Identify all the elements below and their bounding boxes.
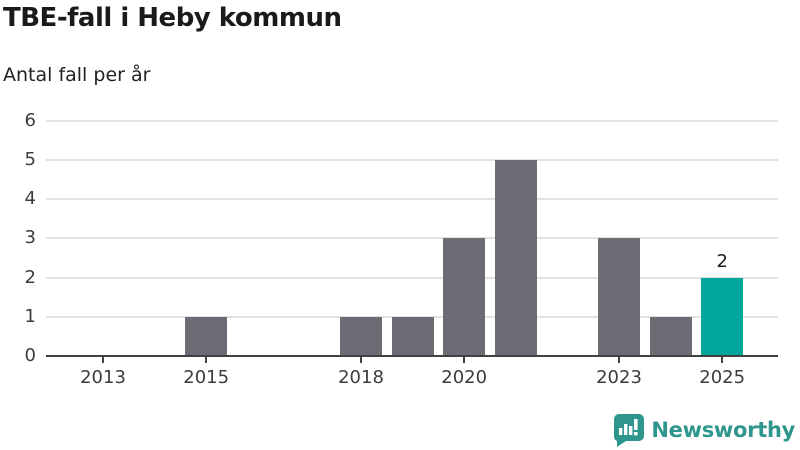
gridline-y-6 bbox=[46, 119, 778, 122]
x-axis-tick-2013 bbox=[102, 357, 104, 363]
x-axis-tick-2025 bbox=[721, 357, 724, 363]
x-axis-tick-2020 bbox=[463, 357, 466, 363]
y-axis-label: 6 bbox=[24, 109, 36, 131]
gridline-y-3 bbox=[46, 237, 778, 240]
x-axis-label-2018: 2018 bbox=[338, 367, 384, 388]
newsworthy-logo-text: Newsworthy bbox=[651, 418, 795, 442]
bar-2015 bbox=[185, 316, 228, 356]
gridline-y-4 bbox=[46, 198, 778, 201]
gridline-y-2 bbox=[46, 276, 778, 279]
bar-2018 bbox=[340, 316, 382, 356]
bar-2020 bbox=[443, 238, 486, 356]
y-axis-label: 4 bbox=[24, 188, 36, 210]
bar-2024 bbox=[649, 316, 692, 356]
bar-chart-speech-bubble-icon bbox=[614, 414, 645, 447]
x-axis-label-2013: 2013 bbox=[80, 367, 126, 388]
bar-value-label: 2 bbox=[716, 250, 728, 272]
bar-2023 bbox=[598, 238, 640, 356]
x-axis-tick-2015 bbox=[205, 357, 208, 363]
y-axis-label: 0 bbox=[24, 345, 36, 366]
chart-subtitle: Antal fall per år bbox=[3, 64, 151, 86]
newsworthy-logo: Newsworthy bbox=[612, 413, 795, 447]
x-axis-label-2023: 2023 bbox=[596, 367, 642, 388]
x-axis-tick-2023 bbox=[618, 357, 620, 363]
x-axis-line bbox=[46, 355, 778, 357]
bar-2021 bbox=[494, 160, 537, 356]
bar-2025 bbox=[701, 277, 744, 356]
x-axis-tick-2018 bbox=[360, 357, 362, 363]
x-axis-label-2025: 2025 bbox=[699, 367, 746, 388]
y-axis-label: 1 bbox=[24, 305, 36, 327]
gridline-y-5 bbox=[46, 159, 778, 161]
x-axis-label-2020: 2020 bbox=[441, 367, 488, 388]
bar-2019 bbox=[391, 316, 434, 356]
y-axis-label: 5 bbox=[24, 149, 36, 170]
y-axis-label: 3 bbox=[24, 227, 36, 249]
x-axis-label-2015: 2015 bbox=[183, 367, 230, 388]
chart-title: TBE-fall i Heby kommun bbox=[3, 3, 342, 33]
y-axis-label: 2 bbox=[24, 266, 36, 288]
